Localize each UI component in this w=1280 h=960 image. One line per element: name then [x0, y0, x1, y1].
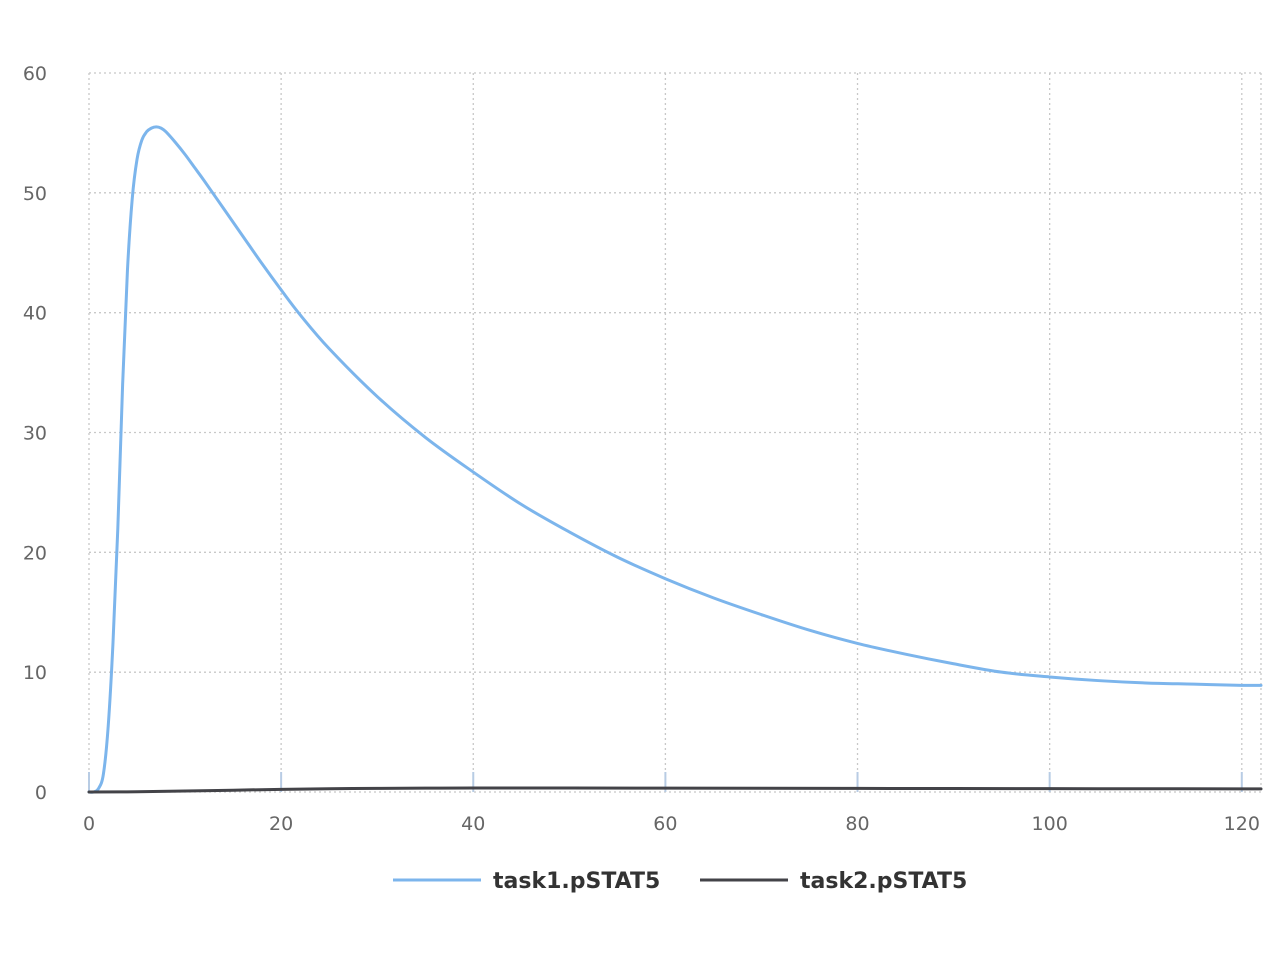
- legend[interactable]: task1.pSTAT5 task2.pSTAT5: [393, 869, 967, 894]
- x-tick-label-20: 20: [269, 813, 293, 835]
- legend-label: task1.pSTAT5: [493, 869, 660, 894]
- x-tick-label-60: 60: [653, 813, 677, 835]
- y-tick-label-20: 20: [23, 542, 47, 564]
- x-tick-label-80: 80: [845, 813, 869, 835]
- grid: [88, 72, 1262, 793]
- legend-item-task1.pSTAT5[interactable]: task1.pSTAT5: [393, 869, 660, 894]
- x-tick-label-40: 40: [461, 813, 485, 835]
- y-tick-label-10: 10: [23, 662, 47, 684]
- x-tick-label-100: 100: [1032, 813, 1068, 835]
- y-tick-label-50: 50: [23, 183, 47, 205]
- x-axis-tick-labels: 0 20 40 60 80 100 120: [83, 813, 1260, 835]
- series-lines: [87, 125, 1263, 794]
- x-tick-label-120: 120: [1224, 813, 1260, 835]
- legend-item-task2.pSTAT5[interactable]: task2.pSTAT5: [700, 869, 967, 894]
- y-tick-label-0: 0: [35, 782, 47, 804]
- y-tick-label-40: 40: [23, 303, 47, 325]
- series-line-task1.pSTAT5[interactable]: [87, 125, 1263, 794]
- y-tick-label-60: 60: [23, 63, 47, 85]
- y-tick-label-30: 30: [23, 423, 47, 445]
- legend-label: task2.pSTAT5: [800, 869, 967, 894]
- series-line-task2.pSTAT5[interactable]: [87, 786, 1263, 794]
- y-axis-tick-labels: 0 10 20 30 40 50 60: [23, 63, 47, 804]
- x-tick-label-0: 0: [83, 813, 95, 835]
